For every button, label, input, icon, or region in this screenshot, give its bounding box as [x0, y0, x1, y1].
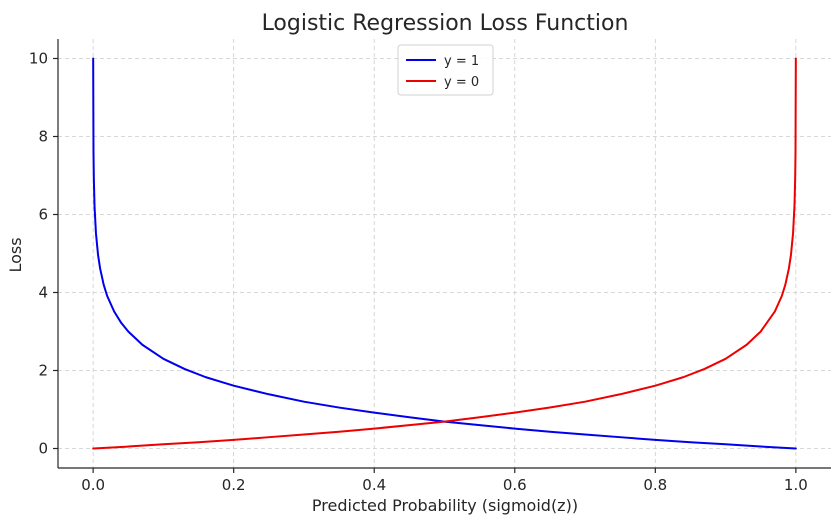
series-line-1 — [92, 57, 797, 450]
legend-box — [397, 44, 494, 96]
ticks-layer: 0.0 0.2 0.4 0.6 0.8 1.0 0 2 4 6 8 10 — [29, 50, 808, 495]
x-axis-label: Predicted Probability (sigmoid(z)) — [312, 496, 578, 515]
chart-title: Logistic Regression Loss Function — [262, 11, 629, 36]
legend-label: y = 1 — [444, 54, 479, 69]
series-line-2 — [92, 57, 797, 450]
x-tick-label: 1.0 — [784, 476, 808, 494]
y-tick-label: 2 — [38, 362, 48, 380]
y-tick-label: 4 — [38, 284, 48, 302]
x-tick-label: 0.6 — [503, 476, 527, 494]
grid-layer — [58, 39, 831, 468]
legend-label: y = 0 — [444, 75, 479, 90]
y-tick-label: 0 — [38, 440, 48, 458]
x-tick-label: 0.0 — [81, 476, 105, 494]
axes-layer — [57, 39, 831, 469]
y-tick-label: 8 — [38, 128, 48, 146]
x-tick-label: 0.2 — [222, 476, 246, 494]
x-tick-label: 0.8 — [643, 476, 667, 494]
legend: y = 1 y = 0 — [397, 44, 494, 96]
x-tick-label: 0.4 — [362, 476, 386, 494]
y-tick-label: 6 — [38, 206, 48, 224]
series-layer — [92, 57, 797, 450]
y-axis-label: Loss — [6, 237, 25, 272]
y-tick-label: 10 — [29, 50, 48, 68]
